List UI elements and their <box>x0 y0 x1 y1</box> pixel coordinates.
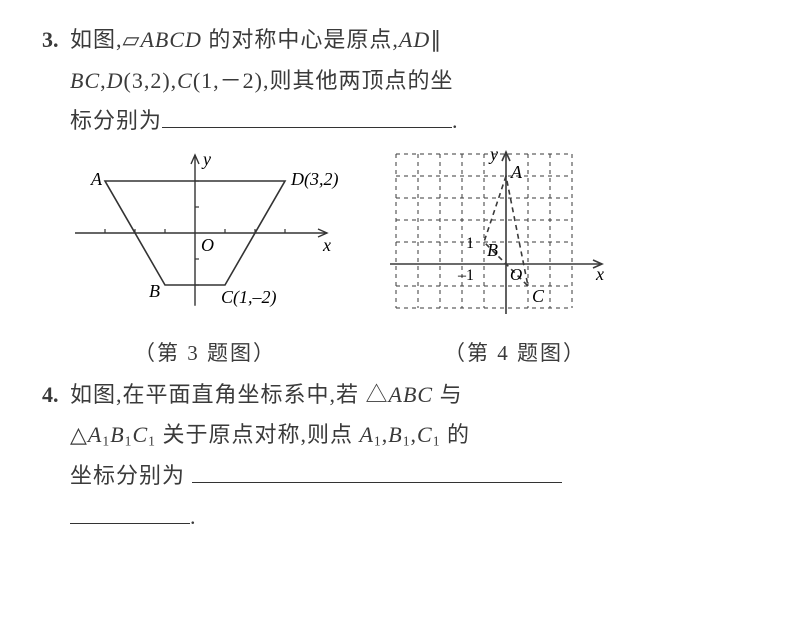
svg-text:y: y <box>201 149 211 169</box>
svg-text:A: A <box>510 162 523 182</box>
p4-text: 坐标分别为 <box>70 463 192 488</box>
svg-text:C: C <box>532 286 545 306</box>
abc-label: ABC <box>389 382 434 407</box>
svg-text:C(1,–2): C(1,–2) <box>221 287 277 308</box>
problem-3-line1: 如图,▱ABCD 的对称中心是原点,AD∥ <box>70 20 754 61</box>
answer-blank-4b[interactable] <box>70 501 190 524</box>
svg-text:x: x <box>595 264 604 284</box>
b1-point: B1 <box>388 422 410 447</box>
p4-text: 如图,在平面直角坐标系中,若 △ <box>70 382 389 407</box>
ad-label: AD <box>399 27 430 52</box>
problem-4-line1: 如图,在平面直角坐标系中,若 △ABC 与 <box>70 375 754 416</box>
problem-3: 3. 如图,▱ABCD 的对称中心是原点,AD∥ BC,D(3,2),C(1,－… <box>70 20 754 142</box>
period: . <box>452 108 459 133</box>
p3-text: 标分别为 <box>70 108 162 133</box>
svg-text:y: y <box>488 148 498 164</box>
svg-text:B: B <box>487 240 498 260</box>
p4-text: 与 <box>433 382 463 407</box>
svg-text:1: 1 <box>466 235 474 252</box>
p3-text: 如图, <box>70 27 123 52</box>
figure-row: ABD(3,2)C(1,–2)Oxy （第 3 题图） ABCOxy1–1 （第… <box>70 148 754 373</box>
bc-label: BC <box>70 68 100 93</box>
figure-3-wrap: A B D(3,2) C(1,–2) Ox y （第 3 题图） <box>70 148 340 373</box>
answer-blank-4a[interactable] <box>192 460 562 483</box>
svg-text:–1: –1 <box>457 267 474 284</box>
p4-text: 关于原点对称,则点 <box>156 422 360 447</box>
abcd-label: ABCD <box>140 27 201 52</box>
figure-4-wrap: A B COx y 1 –1 （第 4 题图） <box>380 148 650 373</box>
c-label: C <box>177 68 193 93</box>
c1-label: C1 <box>132 422 156 447</box>
problem-4-line4: . <box>70 497 754 538</box>
svg-text:B: B <box>149 281 160 301</box>
svg-text:D(3,2): D(3,2) <box>290 169 339 190</box>
d-label: D <box>107 68 124 93</box>
problem-4-line3: 坐标分别为 <box>70 456 754 497</box>
problem-4-number: 4. <box>42 375 59 416</box>
figure-3-caption: （第 3 题图） <box>70 334 340 373</box>
figure-4: A B COx y 1 –1 <box>380 148 650 318</box>
problem-3-line2: BC,D(3,2),C(1,－2),则其他两顶点的坐 <box>70 61 754 102</box>
svg-text:O: O <box>510 265 522 284</box>
a1-label: A1 <box>88 422 110 447</box>
parallel-symbol: ∥ <box>430 27 442 52</box>
p4-text: 的 <box>441 422 471 447</box>
problem-3-line3: 标分别为. <box>70 101 754 142</box>
problem-4: 4. 如图,在平面直角坐标系中,若 △ABC 与 △A1B1C1 关于原点对称,… <box>70 375 754 538</box>
svg-text:x: x <box>322 235 331 255</box>
figure-3: A B D(3,2) C(1,–2) Ox y <box>70 148 340 318</box>
answer-blank-3[interactable] <box>162 105 452 128</box>
period: . <box>190 504 197 529</box>
svg-text:O: O <box>201 235 214 255</box>
triangle-symbol: △ <box>70 422 88 447</box>
b1-label: B1 <box>110 422 132 447</box>
problem-3-number: 3. <box>42 20 59 61</box>
figure-4-caption: （第 4 题图） <box>380 334 650 373</box>
d-coord: (3,2), <box>124 68 178 93</box>
problem-4-line2: △A1B1C1 关于原点对称,则点 A1,B1,C1 的 <box>70 415 754 456</box>
c1-point: C1 <box>417 422 441 447</box>
a1-point: A1 <box>359 422 381 447</box>
c-coord: (1,－2),则其他两顶点的坐 <box>193 68 454 93</box>
svg-text:A: A <box>90 169 103 189</box>
parallelogram-symbol: ▱ <box>123 27 141 52</box>
p3-text: 的对称中心是原点, <box>202 27 399 52</box>
